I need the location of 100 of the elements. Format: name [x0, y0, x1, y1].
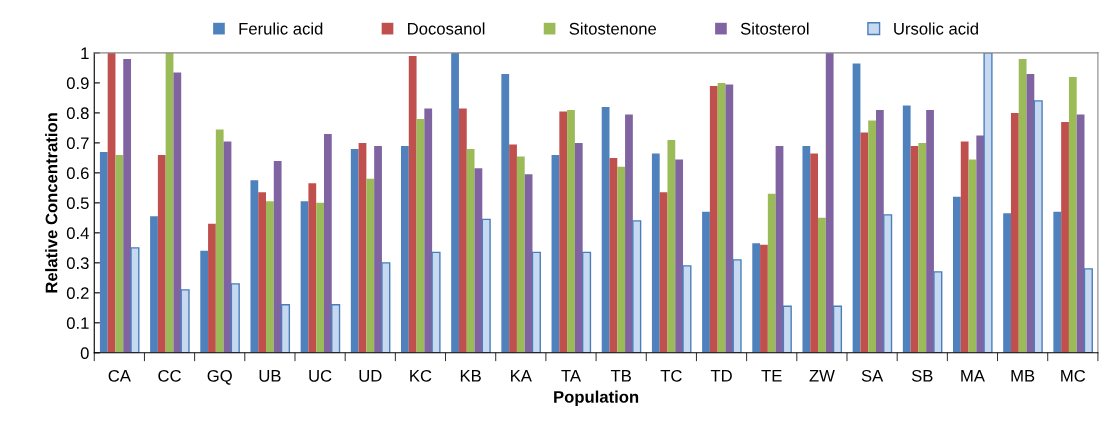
bar [180, 289, 190, 353]
bar [1003, 213, 1011, 353]
bar [374, 145, 382, 353]
bar [308, 183, 317, 353]
y-tick-label: 0.9 [66, 77, 89, 90]
bar [732, 259, 742, 353]
x-tick-label: SB [911, 369, 933, 382]
x-tick-label: MB [1011, 370, 1035, 382]
bar [709, 85, 718, 353]
y-tick-label: 0.1 [66, 317, 89, 330]
y-tick-label: 0.8 [66, 107, 89, 120]
bar [466, 148, 475, 353]
bar [810, 153, 819, 353]
x-tick-label: TE [761, 370, 782, 382]
bar [157, 154, 166, 353]
bar [902, 105, 911, 353]
x-tick-label: SA [861, 369, 884, 382]
bar [752, 243, 761, 353]
bar [767, 193, 776, 353]
bar [416, 118, 425, 353]
x-tick-label: UC [309, 369, 332, 382]
bar [675, 159, 684, 353]
bar [123, 58, 132, 353]
bar [316, 202, 324, 353]
x-tick-label: TA [561, 370, 581, 382]
bar [567, 109, 575, 353]
bar [531, 251, 541, 353]
bar [883, 214, 893, 353]
x-tick-label: KB [460, 370, 481, 382]
bar [725, 84, 734, 353]
legend-label: Docosanol [408, 22, 485, 35]
bar [431, 251, 441, 353]
bar [933, 271, 943, 353]
bar [501, 73, 510, 353]
y-tick-label: 0.7 [66, 137, 89, 150]
bar [818, 217, 826, 353]
x-tick-label: KA [511, 370, 532, 382]
x-tick-label: CC [158, 369, 181, 382]
bar [1026, 73, 1035, 353]
bar [682, 265, 692, 353]
y-tick-label: 0.4 [66, 227, 89, 240]
x-tick-label: MA [961, 370, 985, 382]
bar [99, 151, 108, 353]
bar [574, 142, 583, 353]
bar [953, 196, 961, 353]
legend-label: Sitostenone [569, 22, 657, 35]
bar [451, 52, 459, 353]
legend-label: Ferulic acid [239, 22, 323, 35]
bar [474, 168, 483, 353]
bar [918, 142, 927, 353]
bar [516, 156, 525, 353]
y-tick-label: 1 [81, 47, 89, 59]
bar [551, 154, 560, 353]
bar [609, 157, 618, 353]
bar [273, 160, 282, 353]
bar [1076, 114, 1085, 353]
bar [230, 283, 240, 353]
bar [1061, 121, 1069, 353]
bar [868, 120, 876, 353]
bar [581, 251, 592, 353]
x-tick-label: KC [410, 369, 432, 382]
bar [200, 250, 209, 353]
x-tick-label: MC [1061, 369, 1086, 382]
bar [366, 178, 375, 353]
bar [358, 142, 367, 353]
bar [208, 223, 216, 353]
bar [524, 174, 533, 353]
bar [424, 108, 433, 353]
bar [875, 109, 884, 353]
x-tick-label: TD [710, 370, 732, 382]
bar [625, 114, 633, 353]
bar [300, 201, 309, 353]
bar [223, 141, 232, 353]
bar [860, 132, 869, 353]
bar [280, 304, 291, 353]
y-axis-title: Relative Concentration [45, 113, 58, 293]
bar [250, 180, 259, 353]
bar [1083, 268, 1093, 353]
bar [852, 63, 861, 353]
bar [130, 247, 140, 353]
y-tick-label: 0.6 [66, 167, 89, 180]
bar [1018, 58, 1027, 353]
bar [481, 218, 491, 353]
y-tick-label: 0.5 [66, 197, 89, 210]
bar [601, 106, 610, 353]
x-axis-title: Population [554, 390, 639, 407]
bar [381, 262, 391, 353]
bar [983, 52, 993, 353]
bar [401, 145, 409, 353]
bar [651, 153, 660, 353]
bar [509, 144, 517, 353]
bar [926, 109, 934, 353]
x-tick-label: TC [660, 369, 682, 382]
x-tick-label: UB [259, 370, 281, 382]
bar [659, 192, 668, 353]
y-tick-label: 0.3 [66, 257, 89, 270]
x-tick-label: CA [108, 369, 131, 382]
bar [266, 201, 274, 353]
bar [323, 133, 332, 353]
bar [215, 129, 224, 353]
